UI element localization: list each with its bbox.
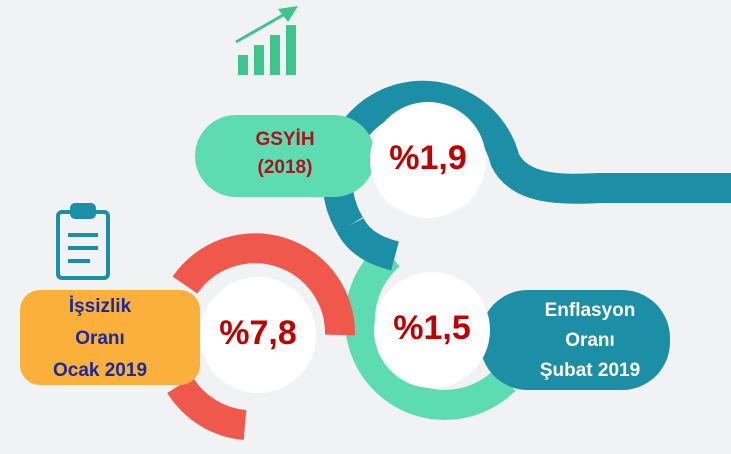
green-band bbox=[344, 243, 516, 420]
unemployment-pill bbox=[20, 290, 200, 385]
inflation-pill bbox=[480, 290, 670, 390]
growth-icon bbox=[235, 6, 298, 75]
unemployment-label: İşsizlik bbox=[69, 296, 132, 317]
red-band-lower bbox=[167, 376, 247, 440]
unemployment-value: %7,8 bbox=[219, 314, 297, 352]
unemployment-label: Oranı bbox=[75, 328, 125, 349]
gdp-value: %1,9 bbox=[389, 139, 467, 177]
clipboard-icon bbox=[56, 203, 110, 280]
gdp-pill bbox=[195, 115, 375, 197]
gdp-label: GSYİH bbox=[255, 129, 314, 150]
unemployment-circle bbox=[200, 277, 316, 393]
gdp-label: (2018) bbox=[258, 157, 313, 178]
inflation-label: Şubat 2019 bbox=[540, 360, 640, 381]
gdp-circle bbox=[370, 102, 486, 218]
teal-joint bbox=[336, 217, 400, 271]
inflation-label: Enflasyon bbox=[545, 300, 636, 321]
red-band bbox=[172, 233, 356, 336]
inflation-circle bbox=[374, 272, 490, 388]
inflation-label: Oranı bbox=[565, 330, 615, 351]
unemployment-label: Ocak 2019 bbox=[53, 360, 147, 381]
inflation-value: %1,5 bbox=[393, 309, 471, 347]
